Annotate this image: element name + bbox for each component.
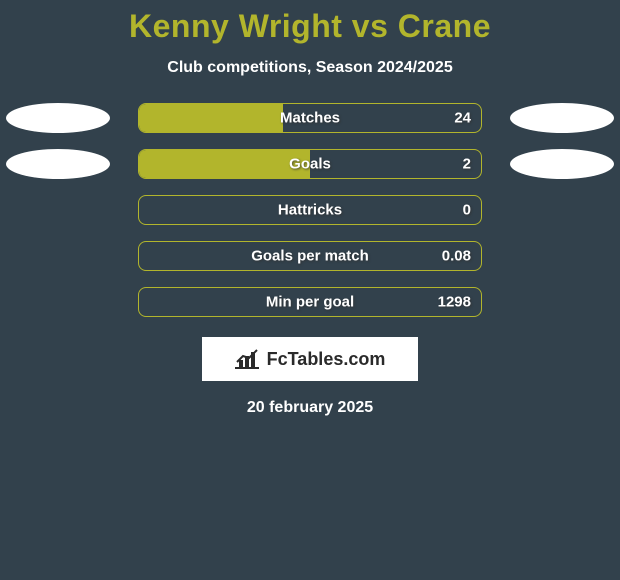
- stat-label: Goals per match: [251, 248, 369, 265]
- left-spacer: [6, 287, 110, 317]
- left-ellipse: [6, 149, 110, 179]
- stat-value: 1298: [438, 294, 471, 311]
- stat-value: 24: [454, 110, 471, 127]
- stat-row: Hattricks 0: [0, 195, 620, 225]
- right-spacer: [510, 195, 614, 225]
- stat-value: 0.08: [442, 248, 471, 265]
- stat-bar-fill: [139, 104, 283, 132]
- right-ellipse: [510, 149, 614, 179]
- brand-box: FcTables.com: [202, 337, 418, 381]
- left-ellipse: [6, 103, 110, 133]
- left-spacer: [6, 195, 110, 225]
- stat-bar-fill: [139, 150, 310, 178]
- stat-label: Min per goal: [266, 294, 354, 311]
- stat-label: Hattricks: [278, 202, 342, 219]
- right-ellipse: [510, 103, 614, 133]
- subtitle: Club competitions, Season 2024/2025: [0, 59, 620, 77]
- stat-row: Goals per match 0.08: [0, 241, 620, 271]
- chart-icon: [235, 348, 263, 370]
- stat-row: Goals 2: [0, 149, 620, 179]
- stat-label: Matches: [280, 110, 340, 127]
- stat-bar: Hattricks 0: [138, 195, 482, 225]
- stat-bar: Matches 24: [138, 103, 482, 133]
- left-spacer: [6, 241, 110, 271]
- stats-rows: Matches 24 Goals 2 Hattricks 0 Goals per match…: [0, 103, 620, 317]
- page-title: Kenny Wright vs Crane: [0, 8, 620, 45]
- right-spacer: [510, 287, 614, 317]
- date-text: 20 february 2025: [0, 399, 620, 417]
- right-spacer: [510, 241, 614, 271]
- stat-label: Goals: [289, 156, 331, 173]
- stat-row: Min per goal 1298: [0, 287, 620, 317]
- stat-bar: Min per goal 1298: [138, 287, 482, 317]
- stat-bar: Goals 2: [138, 149, 482, 179]
- stat-value: 0: [463, 202, 471, 219]
- brand-text: FcTables.com: [267, 349, 386, 370]
- stat-value: 2: [463, 156, 471, 173]
- stat-bar: Goals per match 0.08: [138, 241, 482, 271]
- stat-row: Matches 24: [0, 103, 620, 133]
